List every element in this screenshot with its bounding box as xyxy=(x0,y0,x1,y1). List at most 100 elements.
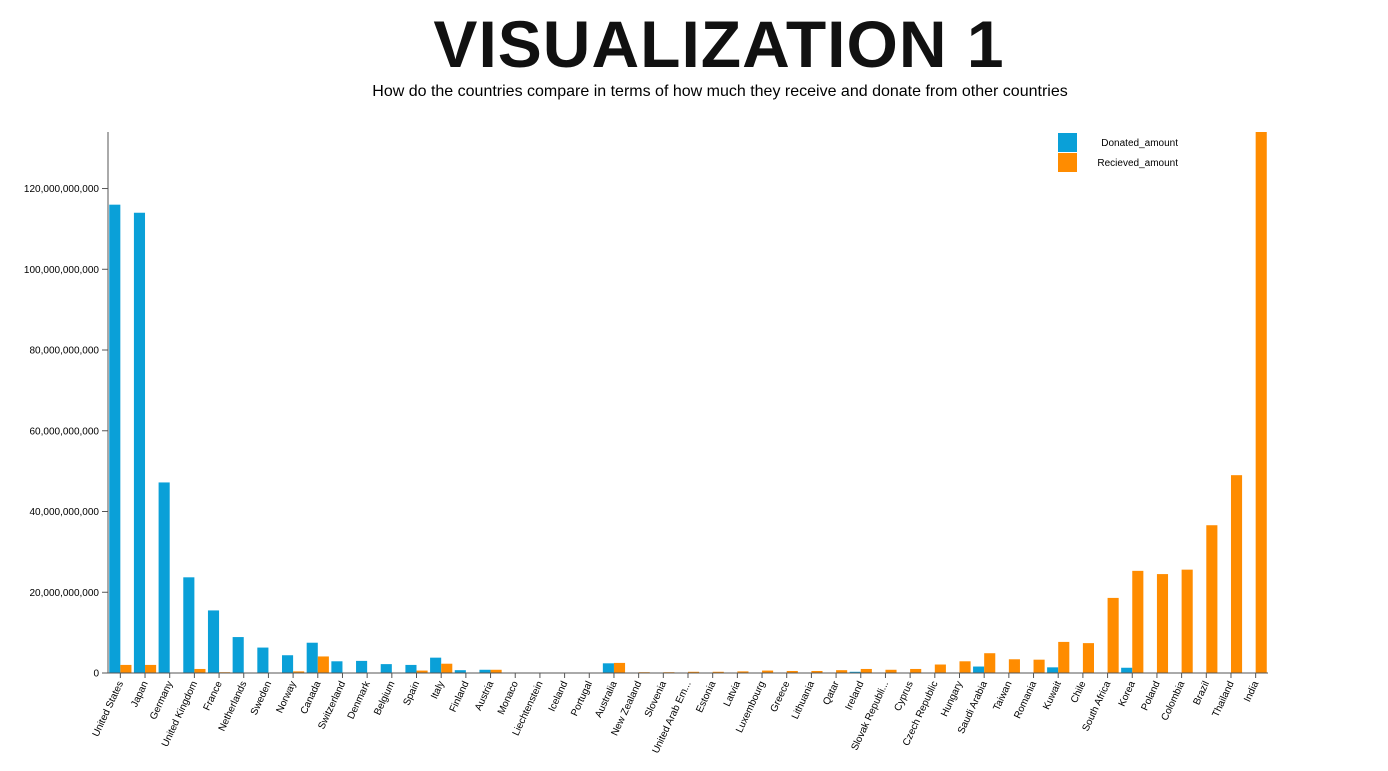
donated-bar[interactable] xyxy=(306,642,318,673)
x-tick-label: France xyxy=(202,679,225,712)
received-bar[interactable] xyxy=(984,653,996,673)
x-tick-label: Estonia xyxy=(694,679,718,714)
x-tick-label: Slovenia xyxy=(643,679,669,719)
y-tick-label: 40,000,000,000 xyxy=(29,507,99,518)
x-tick: Estonia xyxy=(694,673,719,715)
donated-bar[interactable] xyxy=(183,577,195,673)
donated-bar[interactable] xyxy=(1047,667,1059,673)
x-tick-label: Finland xyxy=(448,680,472,714)
received-bar[interactable] xyxy=(416,670,428,673)
received-bar[interactable] xyxy=(490,669,502,673)
received-bar[interactable] xyxy=(885,669,897,673)
donated-bar[interactable] xyxy=(109,204,121,674)
received-bar[interactable] xyxy=(145,664,157,673)
donated-bar[interactable] xyxy=(380,664,392,673)
received-bar[interactable] xyxy=(1008,659,1020,673)
x-tick: Cyprus xyxy=(892,673,916,713)
donated-bar[interactable] xyxy=(849,671,861,673)
x-tick-label: Norway xyxy=(275,680,299,715)
x-tick-label: Denmark xyxy=(346,679,374,721)
x-tick: Thailand xyxy=(1211,673,1237,719)
legend-swatch-received xyxy=(1058,153,1077,172)
x-tick: Sweden xyxy=(249,673,274,717)
received-bar[interactable] xyxy=(1132,570,1144,673)
received-bar[interactable] xyxy=(194,668,206,673)
received-bar[interactable] xyxy=(959,661,971,673)
received-bar[interactable] xyxy=(1107,597,1119,673)
x-tick: Canada xyxy=(299,673,324,716)
x-tick: Japan xyxy=(129,673,151,709)
donated-bar[interactable] xyxy=(331,661,343,673)
received-bar[interactable] xyxy=(1181,569,1193,673)
x-tick: India xyxy=(1242,673,1262,704)
x-tick-label: Poland xyxy=(1140,680,1163,713)
x-tick-label: Ireland xyxy=(844,680,867,712)
received-bar[interactable] xyxy=(441,663,453,673)
y-tick: 60,000,000,000 xyxy=(29,426,108,437)
donated-bar[interactable] xyxy=(133,212,146,673)
received-bar[interactable] xyxy=(613,662,626,673)
received-bar[interactable] xyxy=(934,664,946,673)
received-bar[interactable] xyxy=(737,671,749,673)
received-bar[interactable] xyxy=(836,670,848,673)
x-tick-label: Thailand xyxy=(1211,680,1237,719)
x-tick-label: Australia xyxy=(593,679,620,719)
received-bar[interactable] xyxy=(1156,574,1169,673)
x-tick: Germany xyxy=(148,673,175,722)
donated-bar[interactable] xyxy=(973,666,985,673)
donated-bar[interactable] xyxy=(405,664,417,673)
received-bar[interactable] xyxy=(1206,525,1218,673)
x-tick: Korea xyxy=(1117,673,1138,708)
donated-bar[interactable] xyxy=(602,663,614,673)
x-tick-label: Spain xyxy=(401,680,422,708)
x-tick-label: Iceland xyxy=(547,680,571,714)
received-bar[interactable] xyxy=(910,668,922,673)
received-bar[interactable] xyxy=(1033,659,1045,673)
y-tick-label: 0 xyxy=(93,669,99,680)
donated-bar[interactable] xyxy=(158,482,170,673)
received-bar[interactable] xyxy=(712,671,724,673)
received-bar[interactable] xyxy=(811,670,823,673)
donated-bar[interactable] xyxy=(479,669,491,673)
received-bar[interactable] xyxy=(293,671,305,673)
donated-bar[interactable] xyxy=(430,657,442,673)
x-tick: Italy xyxy=(429,673,447,701)
received-bar[interactable] xyxy=(688,671,700,673)
x-tick: Lithuania xyxy=(790,673,817,721)
donated-bar[interactable] xyxy=(1121,667,1133,673)
received-bar[interactable] xyxy=(762,670,774,673)
x-tick: Portugal xyxy=(569,673,595,718)
donated-bar[interactable] xyxy=(207,610,220,673)
received-bar[interactable] xyxy=(1058,641,1070,673)
received-bar[interactable] xyxy=(860,668,872,673)
x-tick: Chile xyxy=(1069,673,1089,705)
x-tick-label: Chile xyxy=(1069,679,1089,705)
y-tick-label: 20,000,000,000 xyxy=(29,588,99,599)
y-tick-label: 120,000,000,000 xyxy=(24,184,100,195)
received-bar[interactable] xyxy=(1255,132,1267,673)
page-title: VISUALIZATION 1 xyxy=(433,7,1005,81)
x-tick: South Africa xyxy=(1081,673,1113,733)
received-bar[interactable] xyxy=(120,664,132,673)
x-tick-label: Korea xyxy=(1117,679,1138,708)
received-bar[interactable] xyxy=(1230,475,1243,673)
donated-bar[interactable] xyxy=(232,637,244,673)
x-tick: Latvia xyxy=(722,673,743,708)
x-tick: Denmark xyxy=(346,673,374,721)
received-bar[interactable] xyxy=(1082,643,1094,673)
x-tick-label: Romania xyxy=(1012,679,1039,720)
donated-bar[interactable] xyxy=(257,647,269,673)
x-tick-label: Monaco xyxy=(496,679,521,716)
x-tick: United States xyxy=(91,673,126,739)
donated-bar[interactable] xyxy=(356,660,368,673)
donated-bar[interactable] xyxy=(282,655,294,673)
received-bar[interactable] xyxy=(786,670,798,673)
x-tick: Iceland xyxy=(547,673,571,714)
x-tick-label: Italy xyxy=(429,680,447,701)
x-tick-label: India xyxy=(1242,679,1261,704)
received-bar[interactable] xyxy=(317,656,329,673)
donated-bar[interactable] xyxy=(454,670,466,673)
x-tick: France xyxy=(202,673,225,712)
legend-label-donated: Donated_amount xyxy=(1101,138,1178,149)
